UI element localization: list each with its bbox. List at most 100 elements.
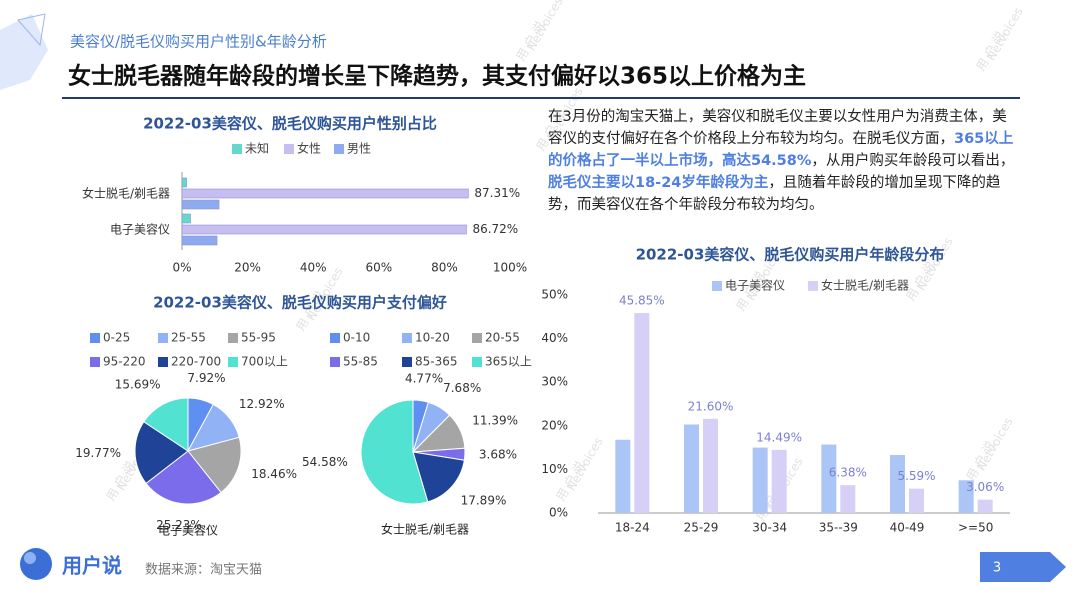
chart-title: 2022-03美容仪、脱毛仪购买用户年龄段分布 [636,246,945,264]
legend-swatch [402,333,412,343]
bar [684,424,699,513]
pie-slice [360,399,429,505]
data-label: 45.85% [619,294,665,308]
legend-swatch [232,144,242,154]
data-label: 87.31% [474,186,520,200]
pie-slice [143,397,189,452]
x-tick-label: >=50 [958,521,993,535]
bar [977,499,993,513]
legend-swatch [712,281,722,291]
x-tick-label: 0% [172,261,191,275]
data-label: 54.58% [302,455,348,469]
bar [181,199,220,210]
y-tick-label: 女士脱毛/剃毛器 [82,186,170,201]
legend-swatch [402,357,412,367]
legend-swatch [808,281,818,291]
data-label: 3.06% [966,480,1004,494]
source: 数据来源：淘宝天猫 [145,563,262,578]
x-tick-label: 35--39 [819,521,858,535]
y-tick-label: 0% [549,506,568,520]
legend-label: 85-365 [415,355,458,369]
page-number: 3 [993,561,1001,576]
data-label: 11.39% [472,414,518,428]
legend-swatch [330,357,340,367]
subtitle: 美容仪/脱毛仪购买用户性别&年龄分析 [70,33,327,51]
x-tick-label: 20% [234,261,261,275]
legend-swatch [158,357,168,367]
x-tick-label: 25-29 [684,521,719,535]
bar [181,213,191,224]
paragraph: 在3月份的淘宝天猫上，美容仪和脱毛仪主要以女性用户为消费主体，美容仪的支付偏好在… [548,106,1018,216]
highlight: 脱毛仪主要以18-24岁年龄段为主 [548,175,769,191]
data-label: 7.68% [443,381,481,395]
legend-swatch [334,144,344,154]
legend-swatch [472,357,482,367]
x-tick-label: 40% [300,261,327,275]
legend-label: 0-25 [103,331,130,345]
data-label: 14.49% [756,430,802,444]
data-label: 7.92% [187,371,225,385]
data-label: 12.92% [239,397,285,411]
data-label: 86.72% [472,222,518,236]
legend-label: 220-700 [171,355,221,369]
data-label: 4.77% [405,371,443,385]
text: ，且随着年龄段的增加呈现下降的趋势，而美容仪在各个年龄段分布较为均匀。 [548,175,1001,213]
legend-swatch [330,333,340,343]
legend-swatch [472,333,482,343]
bar [771,449,787,513]
logo-text: 用户说 [62,554,122,578]
data-label: 19.77% [75,446,121,460]
legend-label: 95-220 [103,355,146,369]
bar [181,235,218,246]
legend-label: 700以上 [241,355,288,369]
y-tick-label: 40% [541,331,568,345]
watermark: Netvoices [914,235,956,293]
bar [840,485,856,513]
legend-swatch [158,333,168,343]
legend-label: 男性 [347,142,371,156]
x-tick-label: 80% [431,261,458,275]
corner-deco [17,13,46,47]
logo-icon [24,552,36,564]
legend-swatch [228,333,238,343]
logo-icon [20,548,52,580]
watermark: Netvoices [984,5,1026,63]
y-tick-label: 20% [541,418,568,432]
data-label: 18.46% [251,467,297,481]
watermark: Netvoices [564,435,606,493]
x-tick-label: 60% [365,261,392,275]
bar [752,447,768,513]
data-label: 15.69% [115,377,161,391]
pie-slice [145,450,222,505]
legend-label: 电子美容仪 [725,278,785,293]
x-tick-label: 30-34 [752,521,787,535]
title: 女士脱毛器随年龄段的增长呈下降趋势，其支付偏好以365以上价格为主 [68,63,806,90]
bar [958,480,974,513]
data-label: 3.68% [479,448,517,462]
y-tick-label: 30% [541,375,568,389]
legend-label: 55-95 [241,331,276,345]
data-label: 21.60% [688,399,734,413]
chart-title: 2022-03美容仪、脱毛仪购买用户性别占比 [143,115,437,133]
x-tick-label: 100% [493,261,527,275]
bar [821,444,837,513]
pie-label: 电子美容仪 [158,523,218,538]
bar [634,313,650,513]
text: 在3月份的淘宝天猫上，美容仪和脱毛仪主要以女性用户为消费主体，美容仪的支付偏好在… [548,109,1007,147]
text: ，从用户购买年龄段可以看出， [811,153,1015,169]
pie-slice [187,436,242,494]
legend-swatch [90,357,100,367]
y-tick-label: 10% [541,462,568,476]
legend-swatch [228,357,238,367]
bar [890,455,905,513]
pie-label: 女士脱毛/剃毛器 [381,522,469,537]
bar [703,418,718,513]
x-tick-label: 18-24 [615,521,650,535]
bar [181,224,467,235]
bar [181,188,469,199]
watermark: Netvoices [974,415,1016,473]
page-box [980,552,1066,582]
legend-label: 女士脱毛/剃毛器 [821,278,909,293]
legend-label: 55-85 [343,355,378,369]
